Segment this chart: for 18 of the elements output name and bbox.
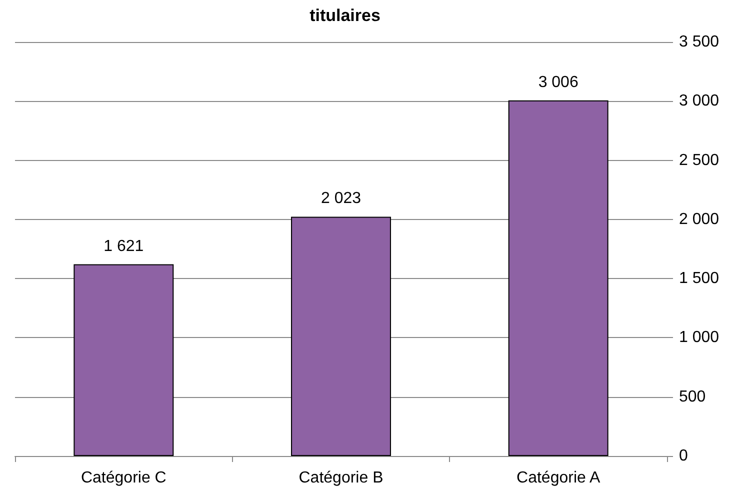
- data-label: 3 006: [538, 74, 578, 91]
- bar: [291, 216, 391, 456]
- y-tick-label: 1 000: [679, 329, 720, 346]
- y-tick-label: 3 500: [679, 34, 720, 50]
- y-tick-label: 1 500: [679, 270, 720, 288]
- y-tick-label: 0: [679, 448, 688, 464]
- x-tick-label: Catégorie B: [298, 470, 384, 486]
- y-tick-label: 2 000: [679, 210, 720, 228]
- y-tick-label: 500: [679, 388, 706, 406]
- chart-title: titulaires: [310, 6, 380, 25]
- y-tick-label: 3 000: [679, 92, 720, 110]
- bar: [74, 264, 174, 456]
- y-tick-label: 2 500: [679, 152, 720, 169]
- bar: [508, 100, 608, 456]
- x-tick-label: Catégorie C: [80, 470, 166, 486]
- data-label: 1 621: [104, 238, 144, 255]
- data-label: 2 023: [320, 190, 362, 208]
- x-tick-label: Catégorie A: [516, 470, 600, 486]
